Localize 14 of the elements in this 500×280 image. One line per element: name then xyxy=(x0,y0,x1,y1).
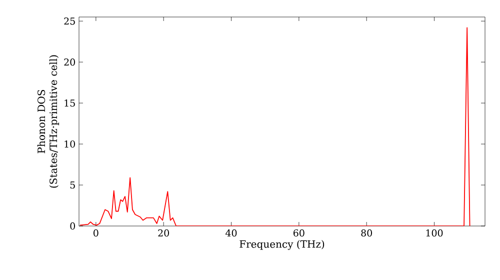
y-tick-label: 25 xyxy=(64,18,75,25)
x-tick-label: 20 xyxy=(158,229,169,237)
x-tick-label: 100 xyxy=(426,229,443,237)
x-tick-label: 40 xyxy=(226,229,237,237)
y-tick-label: 10 xyxy=(64,140,75,148)
x-tick-label: 60 xyxy=(294,229,304,237)
x-tick-label: 0 xyxy=(94,229,98,237)
y-tick-label: 20 xyxy=(64,58,75,66)
y-tick-label: 0 xyxy=(70,222,75,230)
y-tick-label: 15 xyxy=(64,99,75,107)
x-axis-title: Frequency (THz) xyxy=(240,240,324,250)
y-tick-label: 5 xyxy=(70,181,75,189)
x-tick-label: 80 xyxy=(361,229,372,237)
y-axis-title: Phonon DOS (States/THz·primitive cell) xyxy=(37,55,60,188)
